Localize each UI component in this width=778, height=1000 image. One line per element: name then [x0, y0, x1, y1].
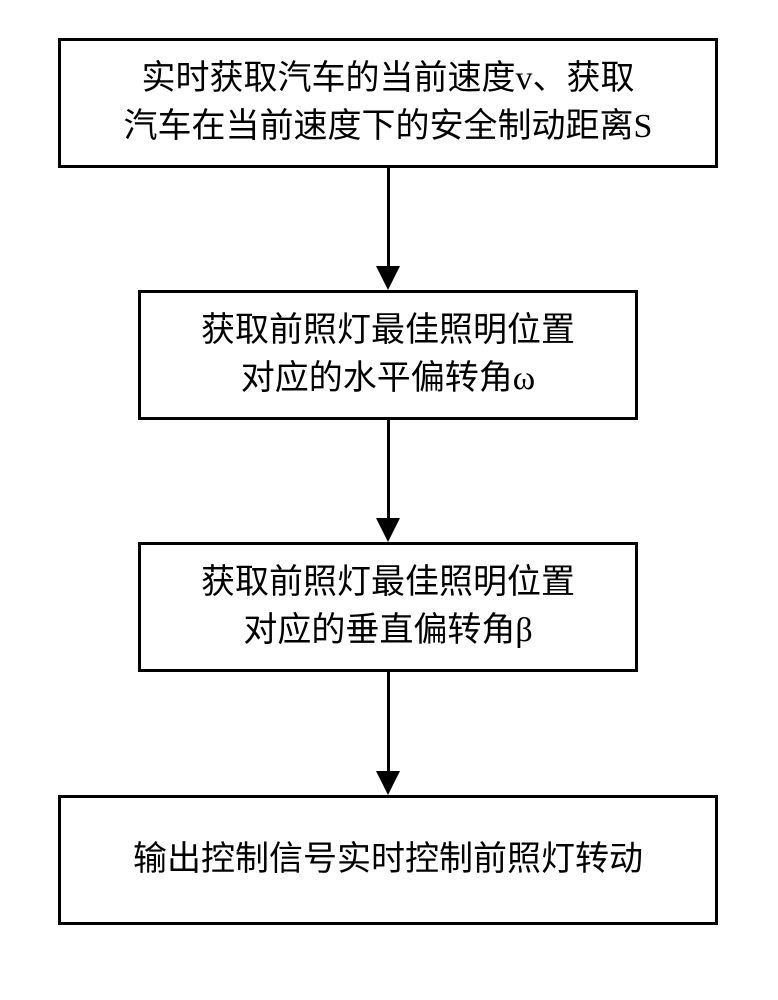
flowchart-canvas: 实时获取汽车的当前速度v、获取 汽车在当前速度下的安全制动距离S 获取前照灯最佳… — [0, 0, 778, 1000]
flowchart-node-1: 实时获取汽车的当前速度v、获取 汽车在当前速度下的安全制动距离S — [58, 38, 718, 168]
flowchart-node-1-text: 实时获取汽车的当前速度v、获取 汽车在当前速度下的安全制动距离S — [124, 55, 653, 150]
node3-line2: 对应的垂直偏转角β — [243, 612, 532, 649]
flowchart-node-4-text: 输出控制信号实时控制前照灯转动 — [133, 836, 643, 884]
node2-line2: 对应的水平偏转角ω — [241, 360, 535, 397]
node1-line1: 实时获取汽车的当前速度v、获取 — [141, 60, 634, 97]
flowchart-edge-3-head — [376, 771, 400, 795]
flowchart-edge-2-line — [387, 420, 390, 518]
node3-line1: 获取前照灯最佳照明位置 — [201, 564, 575, 601]
flowchart-node-4: 输出控制信号实时控制前照灯转动 — [58, 795, 718, 925]
flowchart-edge-2-head — [376, 518, 400, 542]
flowchart-edge-1-line — [387, 168, 390, 266]
flowchart-node-2-text: 获取前照灯最佳照明位置 对应的水平偏转角ω — [201, 307, 575, 402]
flowchart-node-2: 获取前照灯最佳照明位置 对应的水平偏转角ω — [138, 290, 638, 420]
node1-line2: 汽车在当前速度下的安全制动距离S — [124, 108, 653, 145]
node4-line1: 输出控制信号实时控制前照灯转动 — [133, 841, 643, 878]
flowchart-node-3: 获取前照灯最佳照明位置 对应的垂直偏转角β — [138, 542, 638, 672]
flowchart-node-3-text: 获取前照灯最佳照明位置 对应的垂直偏转角β — [201, 559, 575, 654]
flowchart-edge-1-head — [376, 266, 400, 290]
flowchart-edge-3-line — [387, 672, 390, 771]
node2-line1: 获取前照灯最佳照明位置 — [201, 312, 575, 349]
